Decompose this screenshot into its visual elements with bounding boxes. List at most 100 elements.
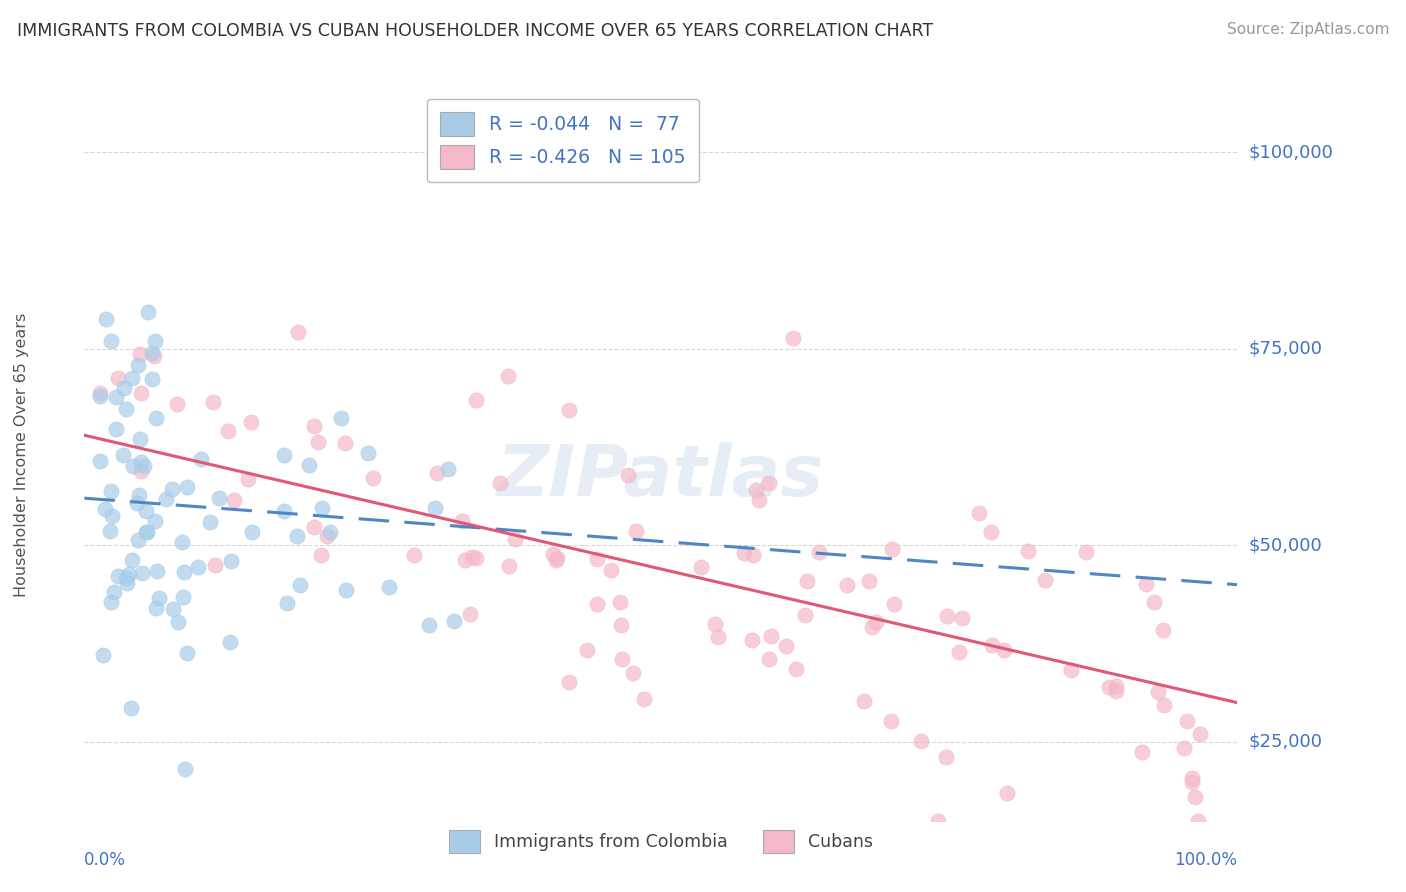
Point xyxy=(112,381,135,395)
Point xyxy=(458,607,481,622)
Point xyxy=(125,496,148,510)
Point xyxy=(141,346,163,360)
Point xyxy=(852,694,875,708)
Point xyxy=(775,639,797,653)
Point xyxy=(309,548,332,562)
Point xyxy=(91,648,114,662)
Point xyxy=(217,424,239,438)
Text: $75,000: $75,000 xyxy=(1249,340,1323,358)
Point xyxy=(173,762,195,776)
Point xyxy=(703,617,725,632)
Point xyxy=(208,491,231,505)
Text: Householder Income Over 65 years: Householder Income Over 65 years xyxy=(14,313,30,597)
Point xyxy=(240,524,263,539)
Text: 100.0%: 100.0% xyxy=(1174,851,1237,869)
Point xyxy=(104,422,127,436)
Point xyxy=(131,566,153,580)
Point xyxy=(1143,595,1166,609)
Point xyxy=(423,500,446,515)
Point xyxy=(1104,679,1126,693)
Point xyxy=(1184,789,1206,804)
Point xyxy=(100,595,122,609)
Point xyxy=(307,435,329,450)
Point xyxy=(333,435,356,450)
Point xyxy=(498,559,520,574)
Point xyxy=(742,549,765,563)
Point xyxy=(1135,577,1157,591)
Point xyxy=(1076,545,1098,559)
Point xyxy=(546,551,568,566)
Point xyxy=(1033,573,1056,587)
Point xyxy=(707,630,730,644)
Point xyxy=(785,662,807,676)
Point xyxy=(377,580,399,594)
Point xyxy=(135,525,157,540)
Point xyxy=(145,601,167,615)
Text: $50,000: $50,000 xyxy=(1249,536,1322,554)
Point xyxy=(496,368,519,383)
Point xyxy=(1188,726,1211,740)
Point xyxy=(1181,775,1204,789)
Point xyxy=(104,390,127,404)
Point xyxy=(89,389,111,403)
Point xyxy=(285,529,308,543)
Point xyxy=(465,392,488,407)
Point xyxy=(464,550,486,565)
Point xyxy=(187,559,209,574)
Point xyxy=(950,611,973,625)
Point xyxy=(450,514,472,528)
Point xyxy=(129,385,152,400)
Point xyxy=(980,525,1002,540)
Point xyxy=(1152,624,1174,638)
Point xyxy=(935,750,957,764)
Point xyxy=(170,534,193,549)
Point xyxy=(132,458,155,473)
Point xyxy=(361,471,384,485)
Point xyxy=(89,386,111,401)
Point xyxy=(112,448,135,462)
Point xyxy=(128,488,150,502)
Point xyxy=(1147,684,1170,698)
Legend: Immigrants from Colombia, Cubans: Immigrants from Colombia, Cubans xyxy=(441,823,880,860)
Point xyxy=(121,552,143,566)
Point xyxy=(122,458,145,473)
Point xyxy=(142,350,165,364)
Point xyxy=(162,602,184,616)
Point xyxy=(316,529,339,543)
Point xyxy=(172,591,194,605)
Point xyxy=(544,553,567,567)
Point xyxy=(190,451,212,466)
Point xyxy=(782,331,804,345)
Point xyxy=(758,652,780,666)
Point xyxy=(1105,684,1128,698)
Point xyxy=(302,419,325,434)
Point xyxy=(100,334,122,348)
Point xyxy=(967,507,990,521)
Point xyxy=(835,577,858,591)
Point xyxy=(121,370,143,384)
Point xyxy=(107,569,129,583)
Point xyxy=(240,416,263,430)
Point xyxy=(298,458,321,472)
Point xyxy=(166,397,188,411)
Point xyxy=(120,701,142,715)
Point xyxy=(927,814,949,828)
Point xyxy=(443,614,465,628)
Point xyxy=(808,545,831,559)
Point xyxy=(101,508,124,523)
Point xyxy=(993,643,1015,657)
Point xyxy=(621,665,644,680)
Text: IMMIGRANTS FROM COLOMBIA VS CUBAN HOUSEHOLDER INCOME OVER 65 YEARS CORRELATION C: IMMIGRANTS FROM COLOMBIA VS CUBAN HOUSEH… xyxy=(17,22,934,40)
Point xyxy=(330,411,353,425)
Point xyxy=(418,618,440,632)
Point xyxy=(166,615,188,630)
Point xyxy=(426,466,449,480)
Point xyxy=(633,691,655,706)
Point xyxy=(745,483,768,497)
Point xyxy=(118,567,141,582)
Point xyxy=(741,632,763,647)
Point xyxy=(558,675,581,690)
Point xyxy=(94,312,117,326)
Point xyxy=(759,629,782,643)
Point xyxy=(793,607,815,622)
